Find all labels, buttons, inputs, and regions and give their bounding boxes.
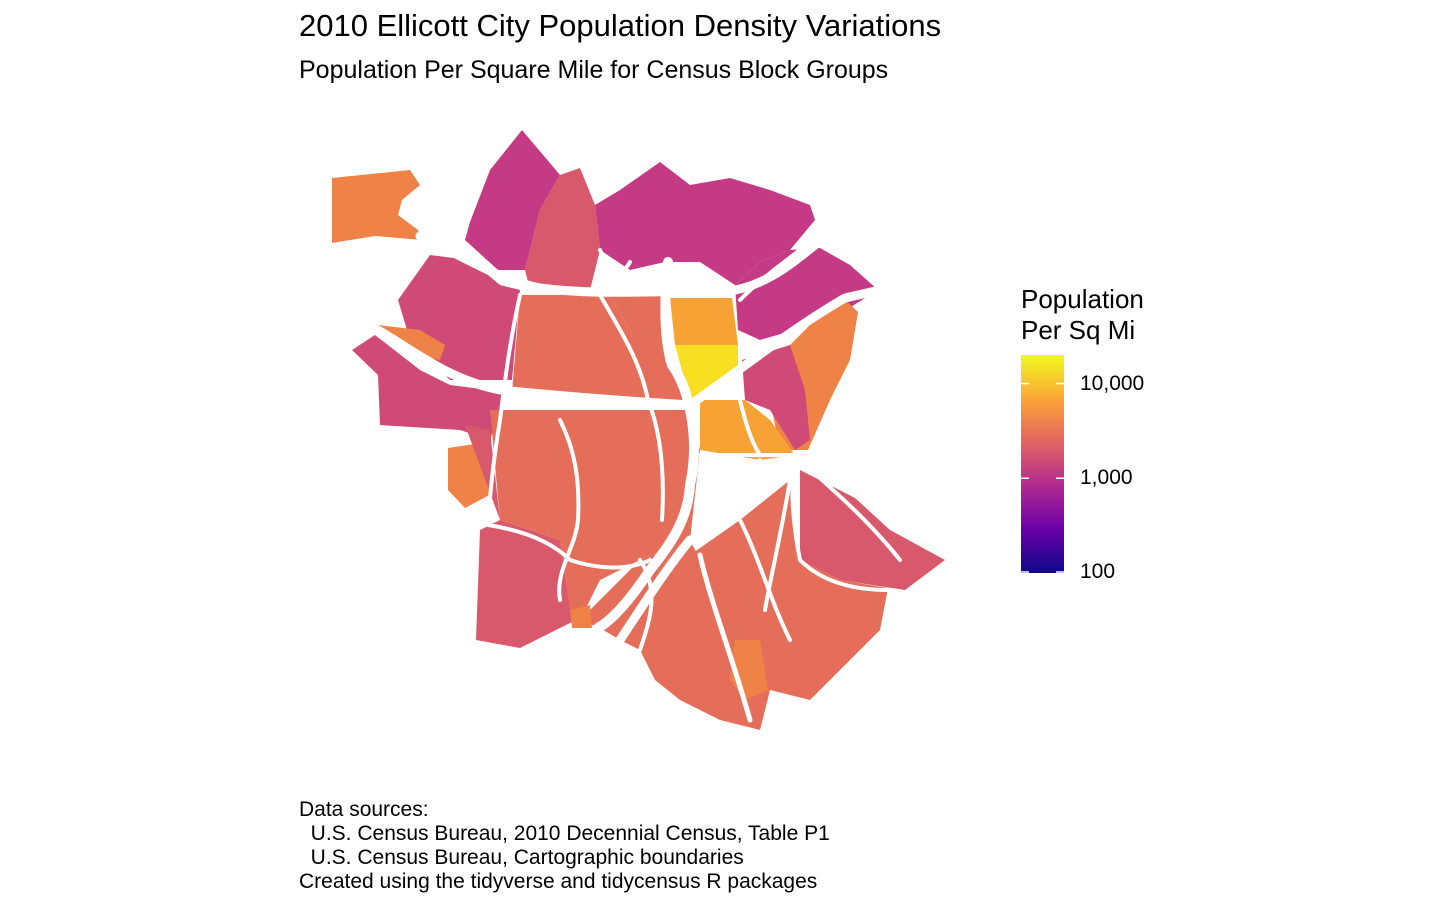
road-major-north — [415, 231, 820, 297]
road-minor-11 — [698, 458, 762, 522]
caption-line-2: U.S. Census Bureau, 2010 Decennial Censu… — [299, 822, 830, 845]
road-major-east — [685, 285, 885, 410]
caption: Data sources: U.S. Census Bureau, 2010 D… — [299, 798, 830, 894]
road-minor-14 — [738, 518, 792, 642]
legend-title-line1: Population — [1021, 284, 1144, 314]
road-major-west-east — [373, 325, 695, 410]
road-major-south — [615, 535, 695, 645]
road-minor-6 — [790, 453, 890, 592]
road-network — [373, 231, 902, 723]
block-group-north-band — [595, 162, 815, 285]
block-group-west-small — [378, 325, 445, 360]
block-group-east-small — [742, 345, 810, 450]
block-group-center-left — [512, 295, 660, 400]
block-group-center — [600, 295, 690, 405]
legend-colorbar — [1021, 355, 1064, 573]
chart-title: 2010 Ellicott City Population Density Va… — [299, 8, 942, 43]
block-group-south-left — [490, 410, 700, 620]
block-group-highdensity-upper — [670, 298, 738, 345]
road-minor-3 — [598, 293, 665, 522]
caption-line-1: Data sources: — [299, 798, 429, 821]
road-minor-7 — [793, 453, 902, 562]
block-group-north-central — [525, 168, 600, 290]
road-south-diagonal — [697, 552, 753, 723]
block-group-south-small — [570, 605, 592, 628]
road-minor-10 — [598, 248, 632, 274]
road-minor-12 — [763, 478, 792, 612]
road-minor-1 — [486, 293, 522, 527]
road-minor-9 — [738, 248, 802, 302]
legend-label-2: 100 — [1080, 560, 1116, 583]
legend-label-0: 10,000 — [1080, 371, 1145, 395]
legend-title: Population Per Sq Mi — [1021, 284, 1144, 346]
road-minor-2 — [557, 418, 581, 602]
road-minor-4 — [486, 523, 652, 570]
block-group-north-tall — [465, 130, 560, 270]
block-group-far-west — [352, 335, 505, 440]
road-major-north-south — [593, 257, 699, 633]
block-group-south-main — [620, 480, 888, 730]
block-group-northwest-strip — [332, 170, 422, 243]
chart-subtitle: Population Per Square Mile for Census Bl… — [299, 56, 889, 84]
caption-line-4: Created using the tidyverse and tidycens… — [299, 870, 818, 893]
legend-label-1: 1,000 — [1080, 466, 1133, 490]
legend-title-line2: Per Sq Mi — [1021, 315, 1136, 345]
caption-line-3: U.S. Census Bureau, Cartographic boundar… — [299, 846, 744, 869]
road-minor-13 — [638, 558, 654, 652]
road-minor-8 — [738, 398, 762, 457]
block-groups — [332, 130, 945, 730]
